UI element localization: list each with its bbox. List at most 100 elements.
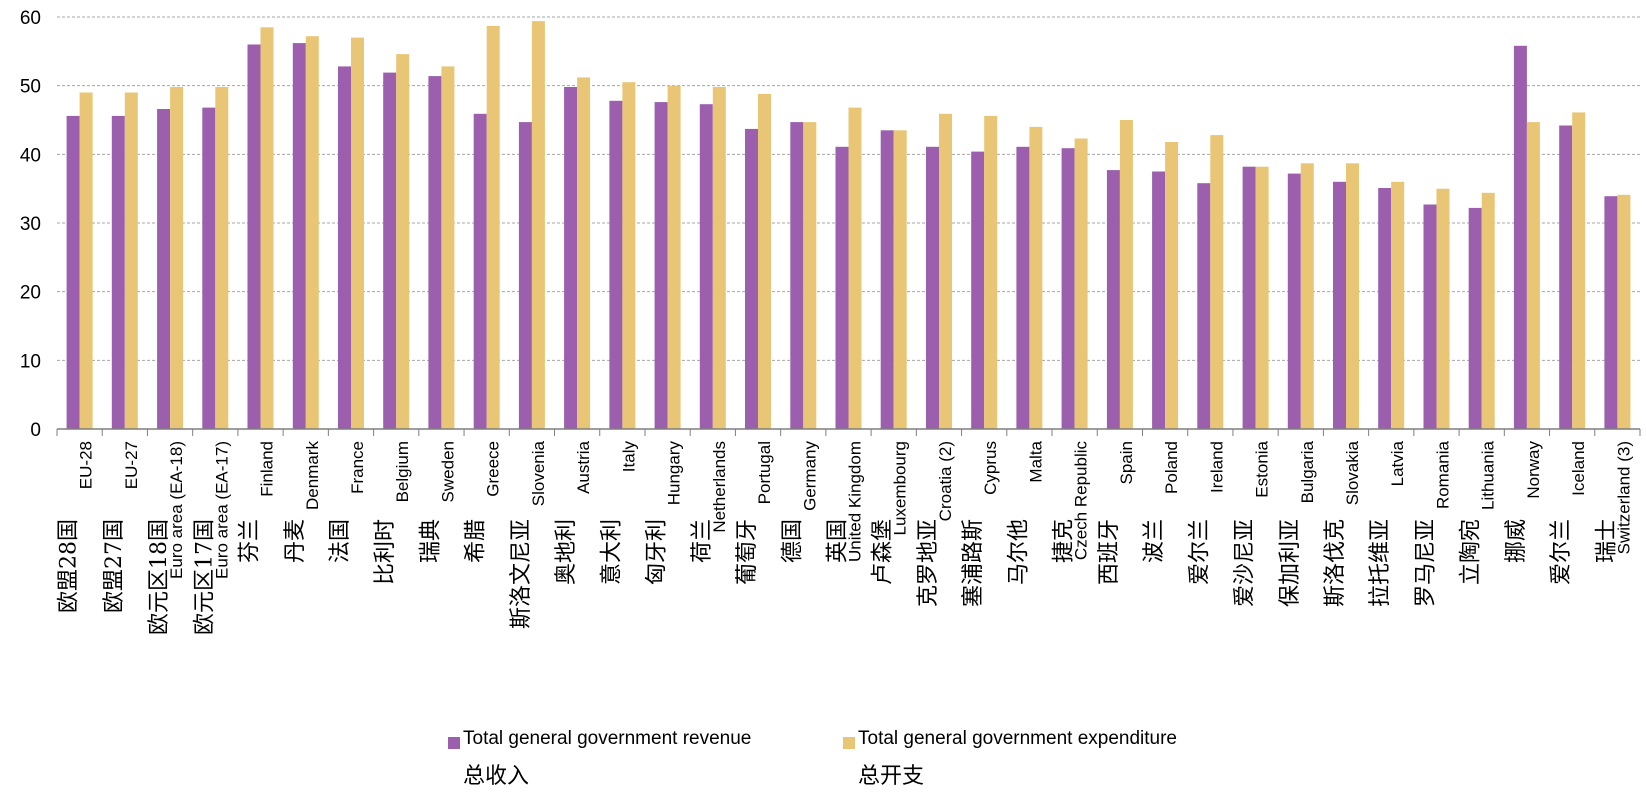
bar-expenditure — [712, 87, 726, 429]
bar-revenue — [699, 104, 713, 429]
category-label-zh: 葡萄牙 — [735, 519, 760, 585]
bar-revenue — [338, 66, 351, 430]
bar-expenditure — [260, 27, 274, 430]
bar-expenditure — [215, 87, 229, 429]
category-label-en: Euro area (EA-18) — [167, 441, 186, 579]
category-label-en: France — [348, 441, 367, 494]
category-label-zh: 欧元区18国 — [147, 519, 172, 635]
bar-revenue — [1152, 171, 1166, 429]
category-label-zh: 爱尔兰 — [1549, 519, 1574, 585]
bar-expenditure — [1074, 138, 1088, 429]
bar-chart: 0 10 20 30 40 50 60 EU-28 欧盟28国 EU-27 欧盟27国 Euro a… — [20, 8, 1641, 635]
y-tick-label: 10 — [20, 351, 41, 372]
category-label-en: United Kingdom — [846, 441, 865, 562]
bar-expenditure — [124, 92, 138, 429]
category-label-zh: 克罗地亚 — [916, 519, 941, 607]
category-label-en: EU-27 — [122, 441, 141, 489]
bar-revenue — [111, 115, 125, 430]
bar-expenditure — [79, 92, 93, 429]
category-label-zh: 保加利亚 — [1278, 519, 1303, 607]
bar-expenditure — [939, 113, 952, 430]
bar-expenditure — [170, 87, 184, 429]
y-tick-label: 0 — [30, 420, 41, 441]
legend-label-revenue: Total general government revenue — [463, 728, 752, 749]
y-tick-label: 30 — [20, 214, 41, 235]
category-label-en: Portugal — [755, 441, 774, 504]
category-label-en: EU-28 — [77, 441, 96, 489]
category-label-zh: 罗马尼亚 — [1414, 519, 1439, 607]
bar-expenditure — [577, 77, 591, 430]
bar-expenditure — [1346, 163, 1359, 430]
category-label-zh: 立陶宛 — [1459, 519, 1484, 585]
category-label-en: Switzerland (3) — [1614, 441, 1633, 554]
category-label-zh: 拉托维亚 — [1368, 519, 1393, 607]
category-label-zh: 欧盟27国 — [102, 519, 127, 613]
category-label-en: Cyprus — [981, 441, 1000, 495]
category-label-zh: 英国 — [826, 519, 851, 563]
bar-expenditure — [1526, 122, 1540, 429]
bars — [66, 21, 1631, 430]
bar-expenditure — [667, 85, 681, 429]
bar-revenue — [157, 109, 171, 429]
legend-swatch-revenue — [448, 737, 460, 749]
category-label-en: Bulgaria — [1298, 440, 1317, 503]
bar-expenditure — [1481, 192, 1495, 429]
category-label-zh: 丹麦 — [283, 519, 308, 563]
bar-revenue — [1423, 204, 1437, 429]
bar-revenue — [383, 72, 397, 429]
category-label-zh: 挪威 — [1504, 519, 1529, 563]
category-label-zh: 意大利 — [599, 519, 624, 585]
y-tick-label: 60 — [20, 8, 41, 29]
category-label-zh: 爱尔兰 — [1187, 519, 1212, 585]
bar-expenditure — [351, 37, 364, 429]
category-label-zh: 卢森堡 — [871, 519, 896, 585]
category-label-en: Sweden — [438, 441, 457, 502]
category-label-zh: 马尔他 — [1006, 519, 1031, 585]
category-label-en: Slovakia — [1343, 440, 1362, 505]
y-axis-ticks: 0 10 20 30 40 50 60 — [20, 8, 41, 441]
legend: Total general government revenue 总收入 Tot… — [448, 728, 1348, 792]
category-label-en: Belgium — [393, 441, 412, 502]
bar-expenditure — [1436, 188, 1450, 429]
bar-revenue — [1378, 188, 1392, 429]
category-label-en: Poland — [1162, 441, 1181, 494]
category-label-en: Hungary — [665, 441, 684, 506]
y-tick-label: 20 — [20, 283, 41, 304]
bar-revenue — [745, 128, 758, 429]
bar-expenditure — [1210, 135, 1224, 429]
bar-revenue — [66, 115, 80, 430]
bar-expenditure — [622, 82, 636, 429]
bar-expenditure — [1300, 163, 1314, 430]
bar-expenditure — [1165, 142, 1179, 429]
bar-revenue — [1468, 207, 1482, 429]
bar-revenue — [1106, 170, 1120, 429]
legend-label-expenditure: Total general government expenditure — [858, 728, 1177, 749]
category-label-en: Lithuania — [1479, 440, 1498, 510]
category-label-en: Luxembourg — [891, 441, 910, 536]
bar-expenditure — [984, 115, 998, 430]
bar-revenue — [609, 100, 623, 430]
category-label-zh: 塞浦路斯 — [961, 519, 986, 607]
bar-revenue — [247, 44, 261, 429]
category-label-zh: 斯洛伐克 — [1323, 519, 1348, 607]
bar-expenditure — [396, 54, 410, 429]
legend-label-expenditure-zh: 总开支 — [858, 764, 925, 789]
bar-expenditure — [848, 107, 862, 429]
bar-revenue — [473, 113, 487, 430]
bar-revenue — [1559, 125, 1573, 429]
category-label-en: Euro area (EA-17) — [212, 441, 231, 579]
category-label-zh: 瑞士 — [1594, 519, 1619, 563]
category-label-zh: 欧元区17国 — [192, 519, 217, 635]
y-tick-label: 50 — [20, 77, 41, 98]
bar-revenue — [654, 102, 668, 429]
bar-expenditure — [1391, 181, 1405, 429]
category-label-zh: 斯洛文尼亚 — [509, 519, 534, 629]
category-label-zh: 匈牙利 — [645, 519, 670, 585]
category-label-zh: 奥地利 — [554, 519, 579, 585]
bar-revenue — [564, 87, 578, 429]
bar-revenue — [880, 130, 894, 430]
legend-label-revenue-zh: 总收入 — [463, 764, 530, 789]
category-label-en: Croatia (2) — [936, 441, 955, 521]
bar-expenditure — [893, 130, 907, 430]
category-label-en: Malta — [1026, 440, 1045, 482]
